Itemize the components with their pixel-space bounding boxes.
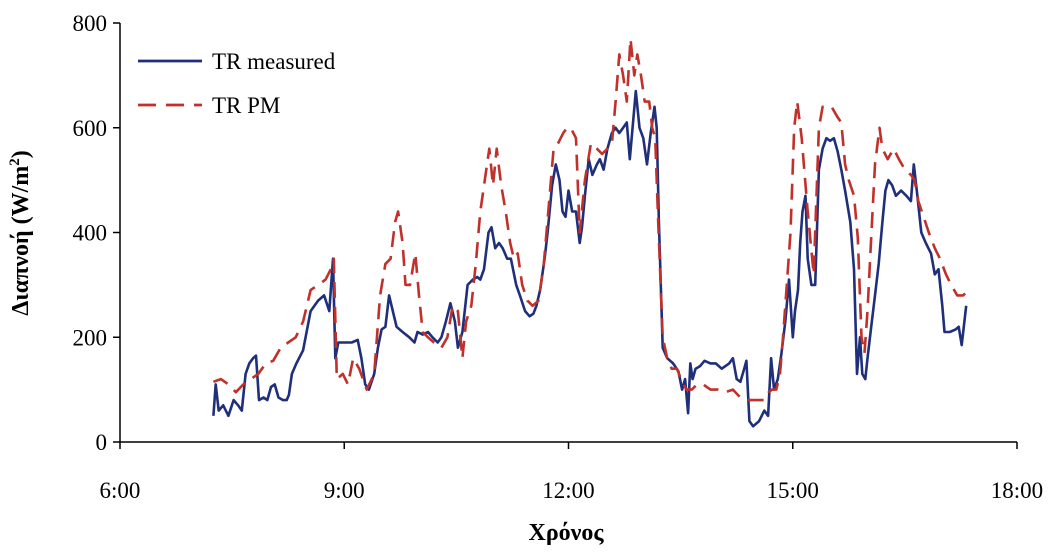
- y-tick-label: 0: [96, 430, 108, 455]
- legend-label: TR measured: [212, 49, 336, 74]
- y-axis-title-end: ): [8, 150, 34, 158]
- y-axis-title-main: Διαπνοή (W/m: [8, 166, 34, 316]
- legend-label: TR PM: [212, 93, 280, 118]
- x-tick-label: 9:00: [324, 478, 365, 503]
- x-tick-label: 12:00: [542, 478, 594, 503]
- y-axis-title-sup: 2: [7, 158, 23, 166]
- y-tick-label: 600: [73, 116, 108, 141]
- x-axis-title: Χρόνος: [528, 520, 604, 546]
- y-tick-label: 200: [73, 325, 108, 350]
- y-axis-title: Διαπνοή (W/m2): [7, 150, 34, 316]
- x-tick-label: 6:00: [100, 478, 141, 503]
- x-tick-label: 18:00: [991, 478, 1043, 503]
- series-layer: [212, 37, 970, 428]
- plot-axes: 0 200 400 600 800 6:00 9:00 12:00 15:00 18:00: [73, 11, 1044, 503]
- x-tick-label: 15:00: [767, 478, 819, 503]
- series-line-tr-measured: [212, 89, 968, 428]
- legend: TR measured TR PM: [138, 49, 336, 118]
- series-line-tr-pm: [212, 37, 970, 402]
- y-tick-label: 800: [73, 11, 108, 36]
- y-tick-label: 400: [73, 221, 108, 246]
